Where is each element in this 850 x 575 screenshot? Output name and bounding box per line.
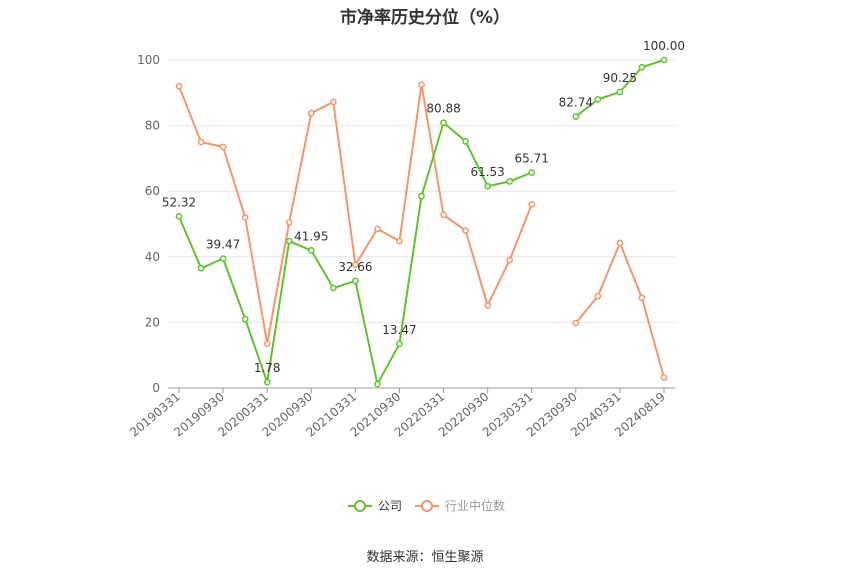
series-line-industry: [178, 83, 533, 345]
data-point-industry: [418, 81, 425, 88]
data-point-company: [219, 255, 227, 262]
data-label: 82.74: [559, 96, 593, 110]
data-label: 1.78: [254, 361, 281, 375]
data-label: 65.71: [515, 151, 549, 165]
data-label: 90.25: [603, 71, 637, 85]
data-label: 32.66: [338, 260, 372, 274]
data-point-company: [396, 340, 403, 348]
data-point-company: [307, 247, 315, 254]
legend-marker: [421, 500, 433, 512]
data-point-company: [352, 277, 359, 285]
y-tick-label: 0: [152, 381, 160, 395]
data-point-company: [197, 264, 205, 272]
data-point-industry: [572, 319, 580, 327]
data-point-industry: [616, 239, 624, 247]
data-point-industry: [285, 219, 293, 226]
data-point-company: [263, 378, 271, 386]
data-label: 100.00: [643, 39, 685, 53]
grid-layer: [168, 59, 675, 323]
data-point-industry: [352, 261, 359, 269]
data-label: 61.53: [470, 165, 504, 179]
data-point-industry: [175, 82, 183, 90]
data-label: 80.88: [426, 102, 460, 116]
data-point-industry: [638, 294, 646, 302]
data-point-company: [594, 96, 602, 103]
data-point-company: [329, 284, 337, 292]
series-layer: [175, 56, 668, 388]
data-point-industry: [307, 109, 315, 117]
data-point-industry: [528, 200, 536, 208]
data-point-company: [638, 63, 646, 71]
data-point-company: [528, 169, 536, 176]
data-point-company: [285, 237, 293, 245]
data-point-company: [484, 182, 491, 190]
data-point-company: [462, 137, 469, 145]
data-point-industry: [197, 138, 205, 146]
y-tick-label: 20: [145, 315, 160, 329]
y-tick-label: 80: [145, 119, 160, 133]
data-point-industry: [462, 227, 469, 234]
legend-marker: [354, 500, 366, 512]
data-point-company: [616, 88, 624, 96]
data-point-company: [506, 178, 514, 185]
data-point-industry: [660, 374, 668, 381]
data-point-company: [440, 119, 447, 127]
data-point-industry: [219, 143, 227, 151]
y-tick-label: 100: [137, 53, 160, 67]
data-point-company: [175, 213, 183, 220]
data-label: 13.47: [382, 323, 416, 337]
data-point-industry: [329, 98, 337, 106]
data-source-note: 数据来源：恒生聚源: [366, 550, 484, 565]
series-line-company: [178, 121, 533, 386]
data-point-company: [660, 56, 668, 64]
y-tick-label: 60: [145, 184, 160, 198]
data-point-company: [374, 380, 381, 388]
data-point-industry: [484, 301, 491, 309]
data-point-industry: [396, 237, 403, 245]
y-tick-label: 40: [145, 250, 160, 264]
data-point-industry: [241, 214, 249, 221]
data-label: 39.47: [206, 238, 240, 252]
data-point-industry: [374, 225, 381, 233]
data-point-industry: [594, 292, 602, 300]
chart-title: 市净率历史分位（%）: [339, 8, 511, 28]
data-label: 52.32: [162, 195, 196, 209]
data-label: 41.95: [294, 229, 328, 243]
data-point-company: [241, 315, 249, 323]
legend-label: 行业中位数: [445, 498, 505, 513]
series-line-industry: [575, 242, 665, 378]
data-point-industry: [263, 340, 271, 348]
legend-label: 公司: [378, 499, 402, 513]
legend: 公司 行业中位数: [348, 498, 505, 513]
data-point-industry: [440, 211, 447, 219]
data-point-company: [418, 192, 425, 200]
data-point-company: [572, 113, 580, 120]
data-point-industry: [506, 256, 514, 264]
data-label-layer: 52.32 39.47 1.78 41.95 32.66 13.47 80.88 61.53 6…: [162, 39, 685, 375]
